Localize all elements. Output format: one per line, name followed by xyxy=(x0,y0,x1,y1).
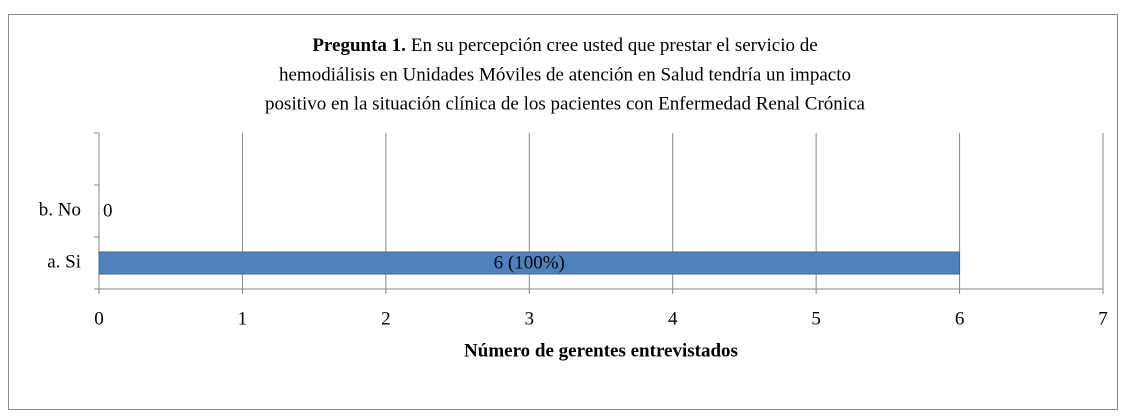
data-label: 6 (100%) xyxy=(494,252,565,273)
data-label: 0 xyxy=(103,200,113,221)
x-axis-label: Número de gerentes entrevistados xyxy=(464,340,738,361)
y-tick-label: a. Si xyxy=(47,251,81,272)
title-line: En su percepción cree usted que prestar … xyxy=(411,35,818,56)
chart-title: Pregunta 1. En su percepción cree usted q… xyxy=(312,35,817,56)
x-tick-label: 2 xyxy=(381,308,391,329)
title-line: positivo en la situación clínica de los … xyxy=(265,93,865,114)
y-tick-label: b. No xyxy=(39,199,81,220)
x-tick-label: 6 xyxy=(955,308,965,329)
x-tick-label: 1 xyxy=(238,308,248,329)
x-tick-label: 0 xyxy=(94,308,104,329)
x-tick-label: 4 xyxy=(668,308,678,329)
x-tick-label: 5 xyxy=(811,308,821,329)
x-tick-label: 7 xyxy=(1098,308,1108,329)
title-line: hemodiálisis en Unidades Móviles de aten… xyxy=(279,64,851,85)
x-tick-label: 3 xyxy=(525,308,535,329)
title-lead: Pregunta 1. xyxy=(312,35,406,56)
bar xyxy=(98,251,961,275)
chart-frame xyxy=(8,14,1118,410)
